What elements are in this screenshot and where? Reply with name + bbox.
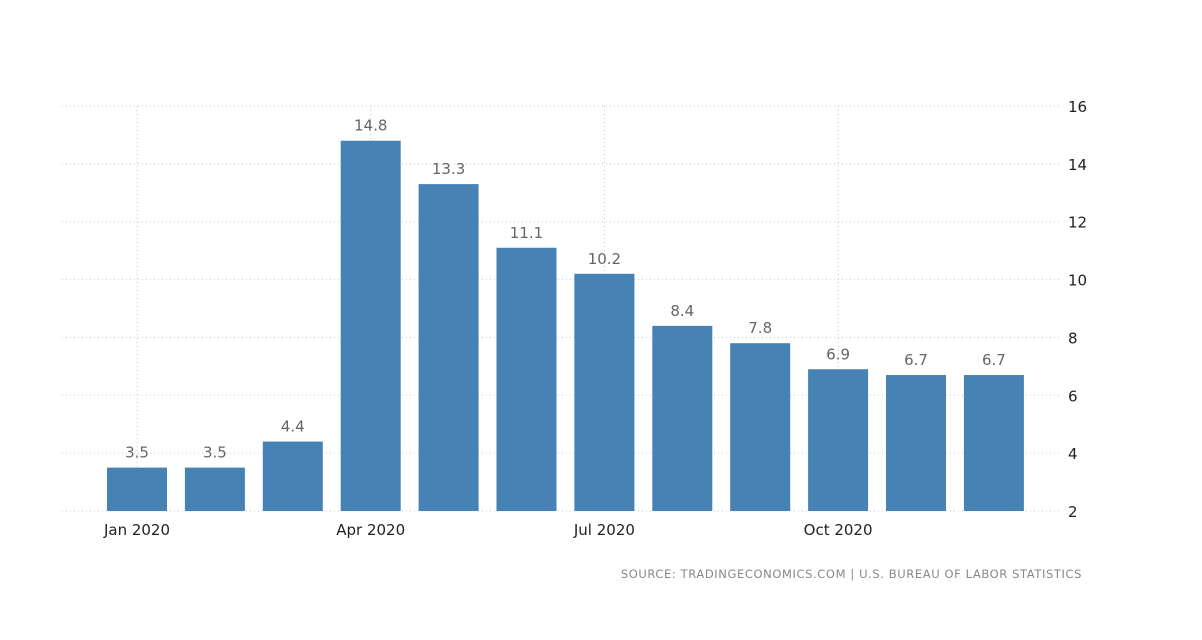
bar-value-label: 13.3: [432, 160, 465, 178]
bar: [886, 375, 946, 511]
y-tick-label: 4: [1068, 445, 1078, 463]
bar-value-label: 3.5: [125, 444, 149, 462]
bar: [107, 467, 167, 511]
bar: [963, 375, 1024, 511]
y-tick-label: 14: [1068, 156, 1087, 174]
bar: [808, 369, 869, 511]
bar: [730, 343, 791, 511]
y-axis-ticks: 2 4 6 8 10 12 14 16: [1068, 98, 1087, 521]
y-tick-label: 12: [1068, 214, 1087, 232]
bar-value-label: 8.4: [670, 302, 694, 320]
x-tick-label: Jan 2020: [103, 521, 170, 539]
bar-value-label: 6.9: [826, 345, 850, 363]
bar-value-label: 3.5: [203, 444, 227, 462]
source-note: SOURCE: TRADINGECONOMICS.COM | U.S. BURE…: [620, 567, 1082, 581]
bar-value-label: 6.7: [904, 351, 928, 369]
y-tick-label: 16: [1068, 98, 1087, 116]
bar: [184, 467, 245, 511]
bar-value-labels: 3.5 3.5 4.4 14.8 13.3 11.1 10.2 8.4 7.8 6.9 6.7 6.7: [125, 117, 1006, 462]
bar-value-label: 14.8: [354, 117, 387, 135]
y-tick-label: 10: [1068, 272, 1087, 290]
bar-value-label: 11.1: [510, 224, 543, 242]
y-tick-label: 6: [1068, 387, 1078, 405]
x-axis-ticks: Jan 2020 Apr 2020 Jul 2020 Oct 2020: [103, 521, 873, 539]
x-tick-label: Apr 2020: [336, 521, 405, 539]
bar: [340, 140, 401, 511]
bars: [107, 140, 1024, 511]
x-tick-label: Jul 2020: [573, 521, 635, 539]
bar-value-label: 4.4: [281, 418, 305, 436]
bar-value-label: 10.2: [588, 250, 621, 268]
bar-value-label: 6.7: [982, 351, 1006, 369]
y-tick-label: 2: [1068, 503, 1078, 521]
x-tick-label: Oct 2020: [804, 521, 873, 539]
bar: [652, 325, 713, 511]
bar: [574, 273, 635, 511]
bar: [418, 184, 479, 511]
bar: [496, 247, 557, 511]
y-tick-label: 8: [1068, 329, 1078, 347]
bar-value-label: 7.8: [748, 319, 772, 337]
bar: [262, 441, 323, 511]
